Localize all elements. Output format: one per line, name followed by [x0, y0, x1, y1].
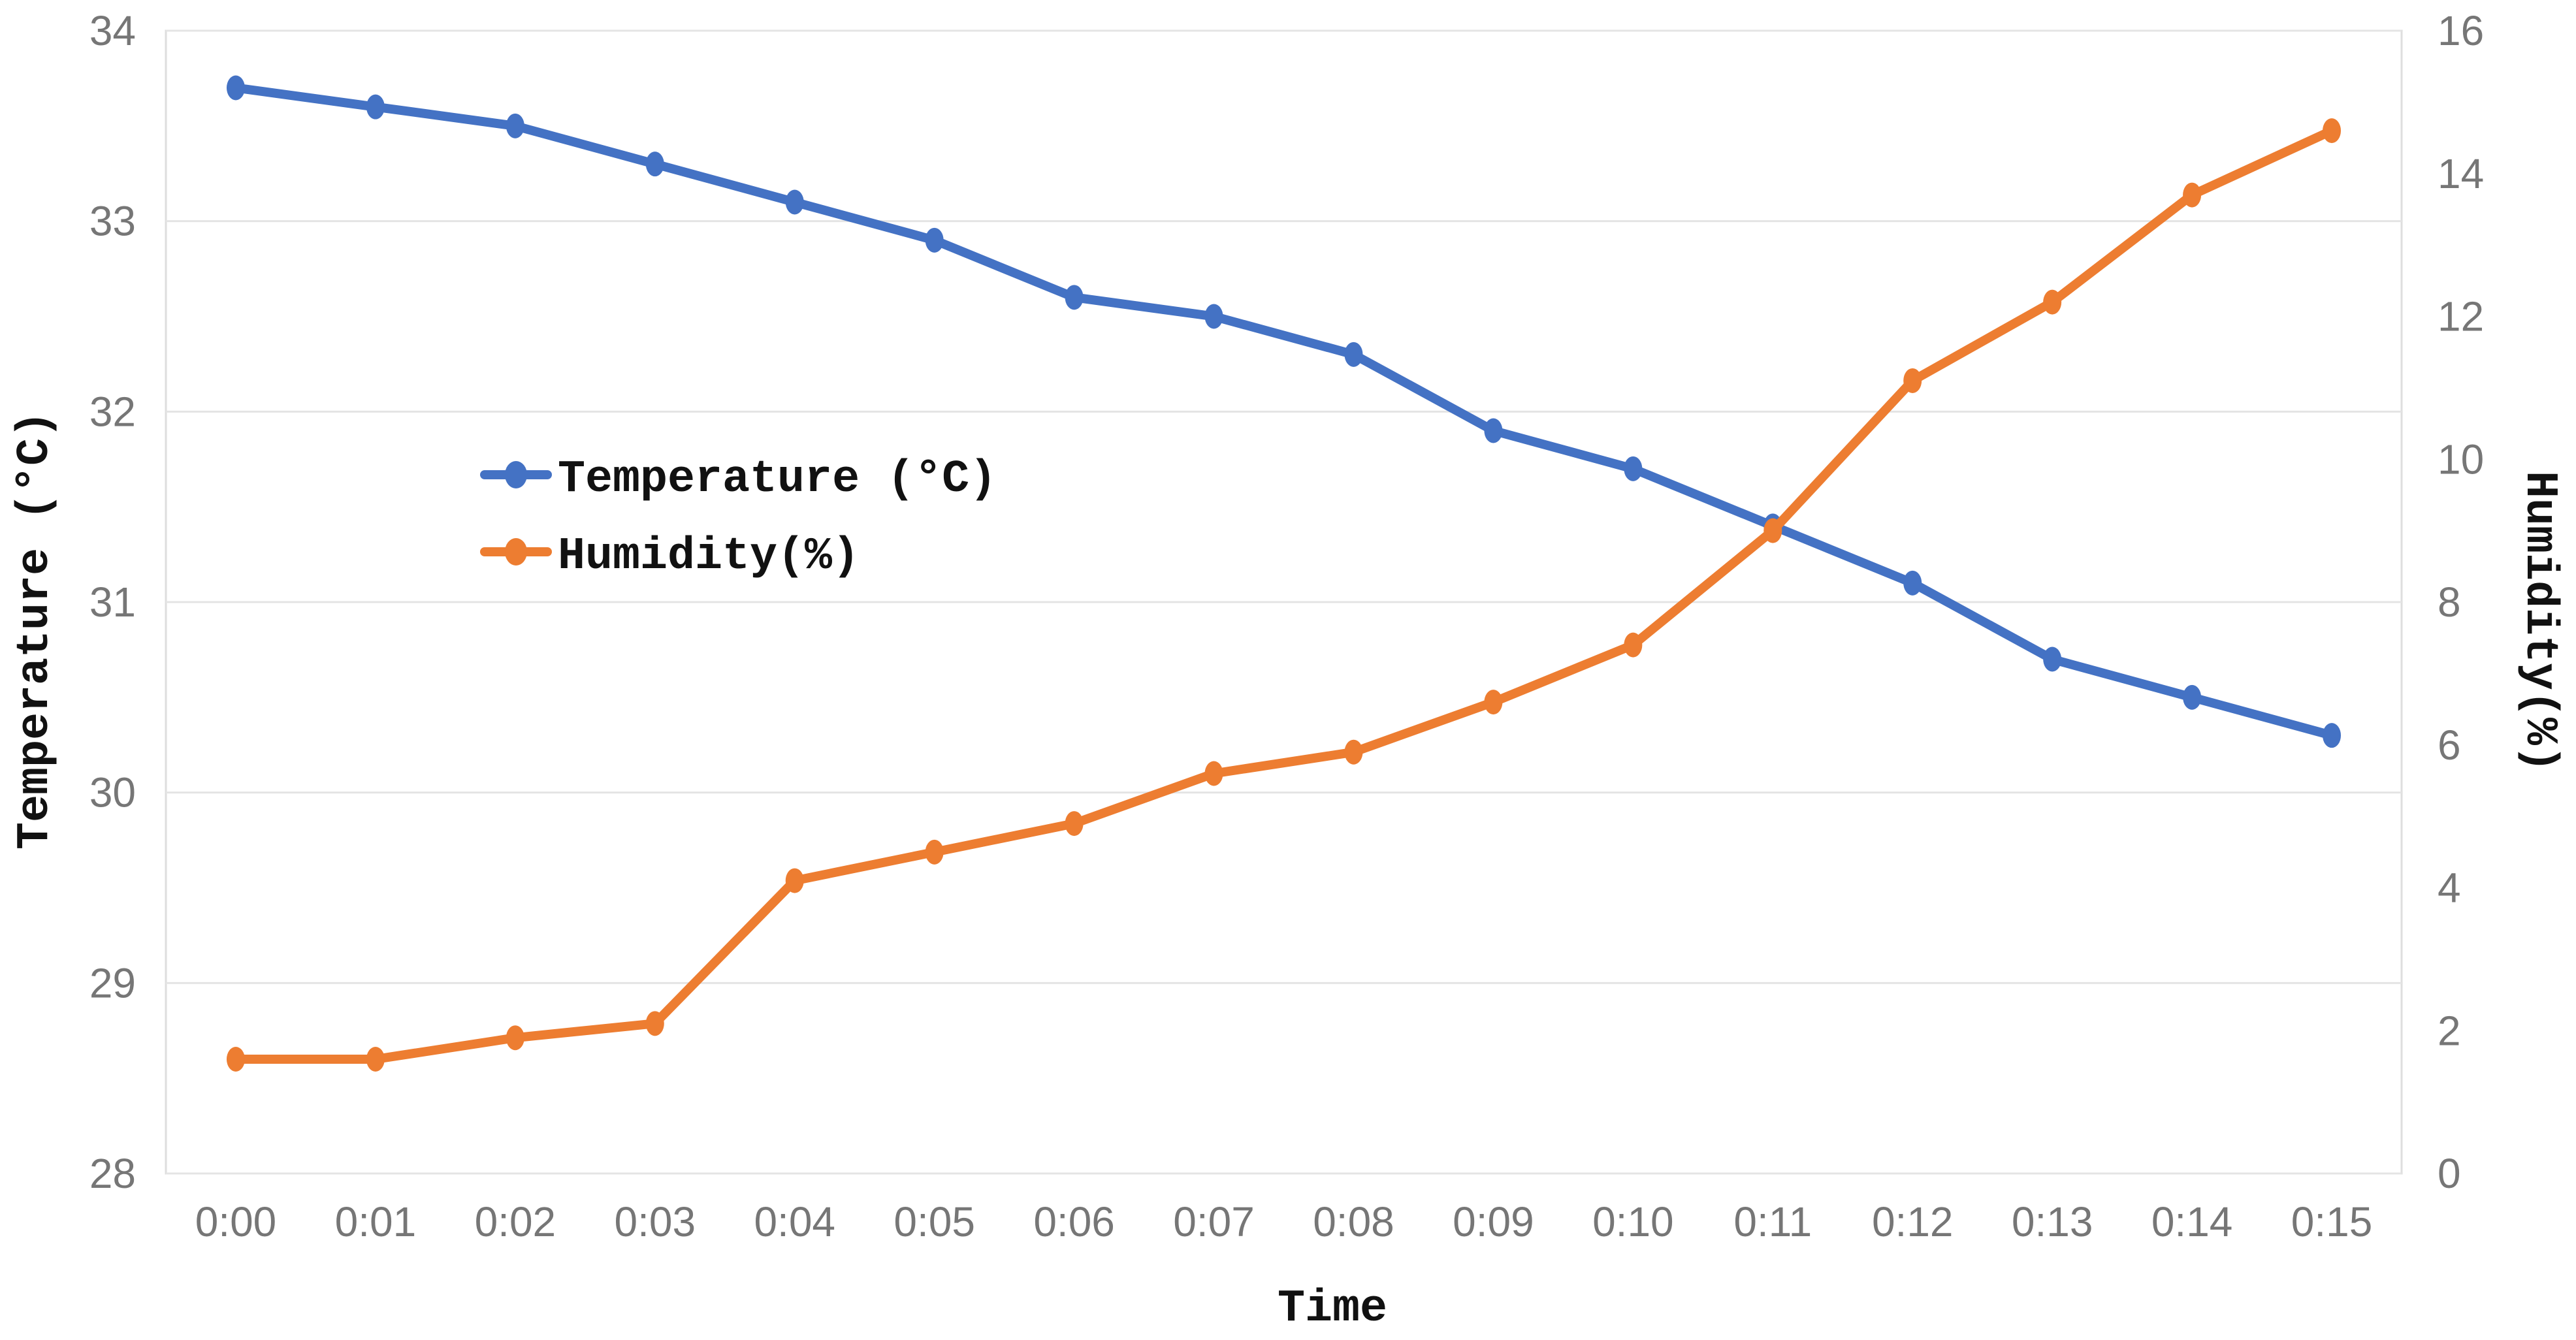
right-axis-tick-label: 2 — [2438, 1007, 2461, 1054]
humidity-line — [231, 126, 2337, 1064]
humidity-data-point — [2323, 118, 2342, 144]
legend: Temperature (°C) Humidity(%) — [480, 454, 997, 582]
legend-item-humidity: Humidity(%) — [480, 531, 860, 582]
x-axis-tick-label: 0:08 — [1313, 1198, 1394, 1245]
right-axis-tick-label: 6 — [2438, 722, 2461, 769]
left-axis-title: Temperature (°C) — [10, 411, 61, 850]
humidity-data-point — [645, 1011, 664, 1036]
x-axis-tick-label: 0:13 — [2012, 1198, 2093, 1245]
x-axis-tick-label: 0:01 — [335, 1198, 417, 1245]
humidity-data-point — [1763, 518, 1782, 543]
humidity-data-point — [1344, 739, 1363, 765]
humidity-data-point — [366, 1047, 385, 1072]
humidity-data-point — [785, 868, 804, 893]
left-axis-tick-label: 33 — [89, 198, 136, 245]
temperature-data-point — [2183, 684, 2202, 710]
temperature-data-point — [2323, 723, 2342, 748]
temperature-data-point — [1065, 285, 1084, 310]
right-axis-tick-label: 8 — [2438, 579, 2461, 626]
x-axis-tick-label: 0:11 — [1733, 1198, 1812, 1245]
x-axis-tick-label: 0:05 — [894, 1198, 975, 1245]
tick-layer: 34 33 32 31 30 29 28 16 14 12 10 8 6 4 2 0 0:00 0:01 0:02 0… — [89, 7, 2484, 1245]
right-axis-tick-label: 14 — [2438, 150, 2484, 197]
temperature-data-point — [506, 113, 524, 138]
humidity-data-point — [1204, 761, 1223, 786]
temperature-line — [231, 83, 2337, 741]
x-axis-tick-label: 0:04 — [754, 1198, 835, 1245]
temperature-data-point — [366, 94, 385, 120]
left-axis-tick-label: 34 — [89, 7, 136, 54]
right-axis-tick-label: 12 — [2438, 293, 2484, 340]
x-axis-title: Time — [1278, 1283, 1387, 1335]
left-axis-tick-label: 29 — [89, 959, 136, 1006]
temperature-data-point — [2043, 646, 2062, 672]
temperature-data-point — [785, 189, 804, 215]
temperature-data-point — [1204, 304, 1223, 329]
left-axis-tick-label: 31 — [89, 579, 136, 626]
x-axis-tick-label: 0:07 — [1173, 1198, 1255, 1245]
humidity-data-point — [1903, 368, 1922, 393]
humidity-data-point — [925, 839, 944, 865]
temperature-data-point — [1484, 418, 1503, 443]
humidity-data-point — [2043, 289, 2062, 315]
humidity-data-point — [226, 1047, 245, 1072]
temperature-data-point — [1624, 456, 1643, 481]
left-axis-tick-label: 30 — [89, 769, 136, 816]
humidity-data-point — [1484, 690, 1503, 715]
legend-item-temperature: Temperature (°C) — [480, 454, 997, 505]
right-axis-tick-label: 10 — [2438, 436, 2484, 483]
right-axis-tick-label: 4 — [2438, 865, 2461, 912]
grid-layer — [165, 29, 2403, 1175]
x-axis-tick-label: 0:03 — [615, 1198, 696, 1245]
series-layer — [226, 75, 2342, 1072]
x-axis-tick-label: 0:12 — [1872, 1198, 1954, 1245]
humidity-data-point — [1624, 632, 1643, 658]
x-axis-tick-label: 0:15 — [2291, 1198, 2373, 1245]
x-axis-tick-label: 0:02 — [475, 1198, 556, 1245]
temperature-data-point — [645, 152, 664, 177]
temperature-legend-point-icon — [505, 461, 527, 488]
humidity-legend-point-icon — [505, 538, 527, 566]
humidity-data-point — [506, 1025, 524, 1051]
x-axis-tick-label: 0:14 — [2151, 1198, 2233, 1245]
temperature-data-point — [1344, 342, 1363, 367]
left-axis-tick-label: 32 — [89, 388, 136, 435]
x-axis-tick-label: 0:06 — [1033, 1198, 1115, 1245]
x-axis-tick-label: 0:10 — [1592, 1198, 1674, 1245]
x-axis-tick-label: 0:00 — [195, 1198, 277, 1245]
humidity-data-point — [2183, 182, 2202, 208]
left-axis-tick-label: 28 — [89, 1150, 136, 1197]
right-axis-title: Humidity(%) — [2513, 471, 2565, 773]
right-axis-tick-label: 0 — [2438, 1150, 2461, 1197]
right-axis-tick-label: 16 — [2438, 7, 2484, 54]
temperature-data-point — [1903, 570, 1922, 596]
temperature-data-point — [925, 227, 944, 253]
temperature-legend-label: Temperature (°C) — [558, 454, 997, 505]
temperature-data-point — [226, 75, 245, 101]
humidity-data-point — [1065, 811, 1084, 837]
humidity-legend-label: Humidity(%) — [558, 531, 860, 582]
x-axis-tick-label: 0:09 — [1453, 1198, 1534, 1245]
